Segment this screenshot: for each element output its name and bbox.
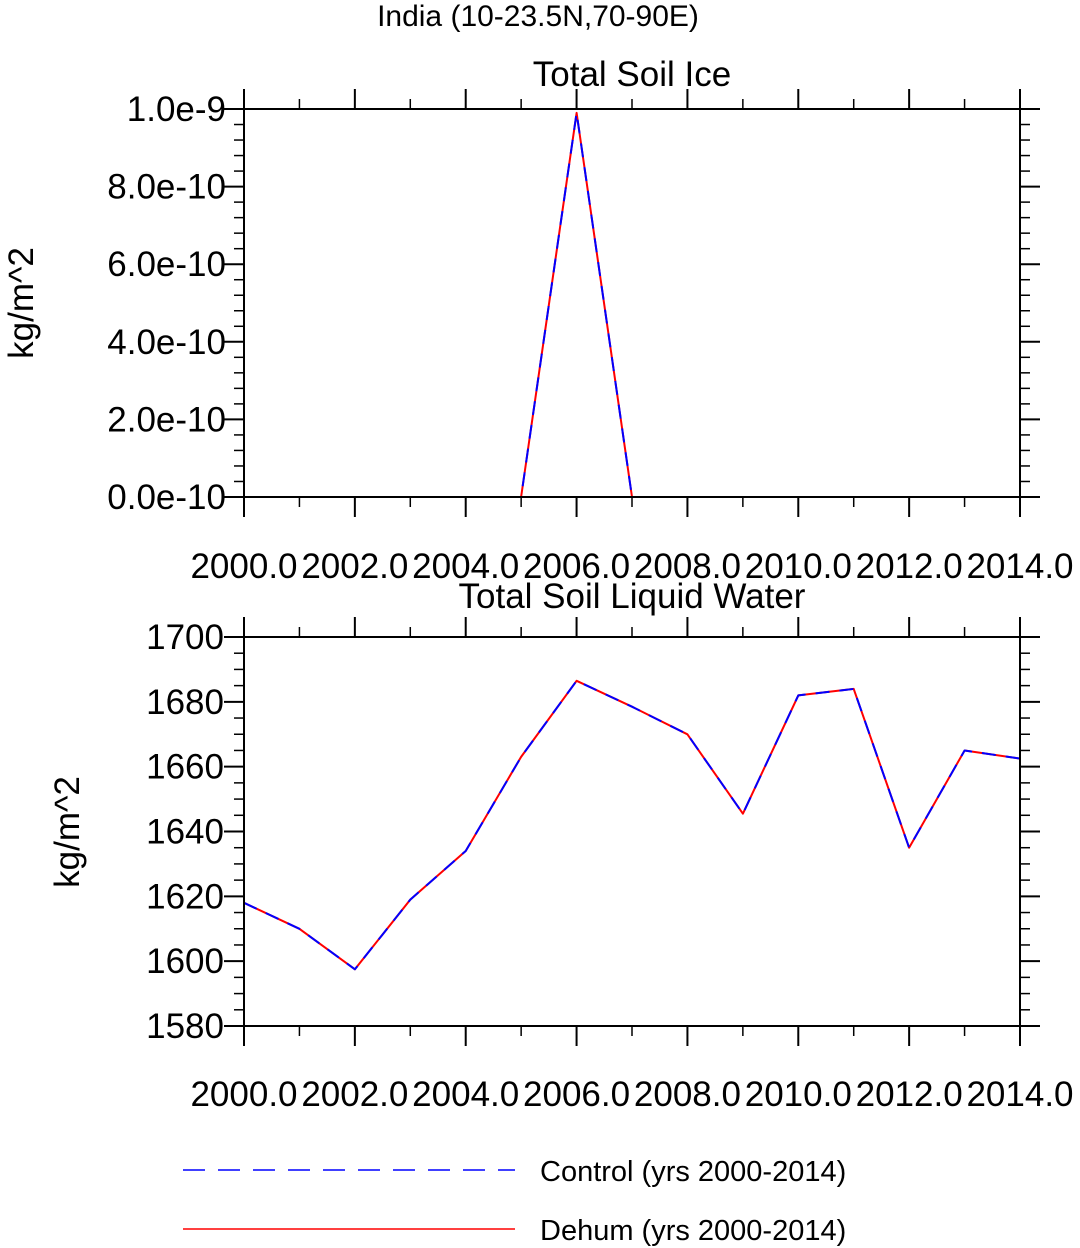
x-tick-label: 2004.0 <box>412 547 519 586</box>
y-tick-label: 1680 <box>146 683 224 722</box>
x-tick-labels: 2000.0 2002.0 2004.0 2006.0 2008.0 2010.0 2012… <box>190 1075 1073 1114</box>
plot-frame <box>243 108 1021 498</box>
y-axis-label: kg/m^2 <box>2 247 41 359</box>
legend-item-dehum: Dehum (yrs 2000-2014) <box>183 1215 846 1247</box>
series-line-control <box>243 679 1021 971</box>
x-tick-label: 2000.0 <box>190 1075 297 1114</box>
y-tick-label: 1640 <box>146 813 224 852</box>
series-line-dehum <box>244 111 1020 498</box>
y-tick-label: 1660 <box>146 748 224 787</box>
legend-item-control: Control (yrs 2000-2014) <box>183 1156 846 1188</box>
y-tick-label: 1620 <box>146 877 224 916</box>
y-tick-label: 1.0e-9 <box>127 90 226 129</box>
y-tick-label: 1700 <box>146 618 224 657</box>
x-tick-label: 2006.0 <box>523 547 630 586</box>
x-tick-labels: 2000.0 2002.0 2004.0 2006.0 2008.0 2010.0 2012… <box>190 547 1073 586</box>
panel-title: Total Soil Liquid Water <box>459 577 806 616</box>
x-tick-label: 2002.0 <box>301 1075 408 1114</box>
x-tick-label: 2004.0 <box>412 1075 519 1114</box>
x-tick-label: 2014.0 <box>966 1075 1073 1114</box>
x-tick-label: 2010.0 <box>745 547 852 586</box>
legend-label: Dehum (yrs 2000-2014) <box>540 1215 846 1247</box>
x-tick-label: 2006.0 <box>523 1075 630 1114</box>
y-axis-label: kg/m^2 <box>48 776 87 888</box>
series-line-dehum <box>243 679 1021 971</box>
x-tick-label: 2012.0 <box>856 1075 963 1114</box>
legend: Control (yrs 2000-2014) Dehum (yrs 2000-… <box>183 1156 846 1247</box>
axis-ticks <box>224 89 1040 517</box>
panel-title: Total Soil Ice <box>533 55 731 94</box>
x-tick-label: 2008.0 <box>634 547 741 586</box>
y-tick-labels: 1580 1600 1620 1640 1660 1680 1700 <box>146 618 224 1046</box>
y-tick-label: 4.0e-10 <box>107 323 226 362</box>
y-tick-label: 2.0e-10 <box>107 400 226 439</box>
x-tick-label: 2008.0 <box>634 1075 741 1114</box>
y-tick-label: 6.0e-10 <box>107 245 226 284</box>
y-tick-labels: 0.0e-10 2.0e-10 4.0e-10 6.0e-10 8.0e-10 1.0e-… <box>107 90 226 517</box>
series-line-control <box>244 111 1020 498</box>
region-title: India (10-23.5N,70-90E) <box>377 0 699 33</box>
panel-soil-liquid-water: Total Soil Liquid Water kg/m^2 158016001… <box>48 577 1074 1114</box>
x-tick-label: 2000.0 <box>190 547 297 586</box>
y-tick-label: 8.0e-10 <box>107 168 226 207</box>
series-lines <box>244 111 1020 498</box>
x-tick-label: 2010.0 <box>745 1075 852 1114</box>
plot-frame <box>243 636 1021 1027</box>
legend-label: Control (yrs 2000-2014) <box>540 1156 846 1188</box>
panel-soil-ice: Total Soil Ice kg/m^2 0.0e-10 2.0e-10 4.0e… <box>2 55 1074 586</box>
series-lines <box>243 679 1021 971</box>
y-tick-label: 0.0e-10 <box>107 478 226 517</box>
y-tick-label: 1580 <box>146 1007 224 1046</box>
axis-ticks <box>224 617 1040 1046</box>
y-tick-label: 1600 <box>146 942 224 981</box>
x-tick-label: 2014.0 <box>966 547 1073 586</box>
x-tick-label: 2012.0 <box>856 547 963 586</box>
x-tick-label: 2002.0 <box>301 547 408 586</box>
